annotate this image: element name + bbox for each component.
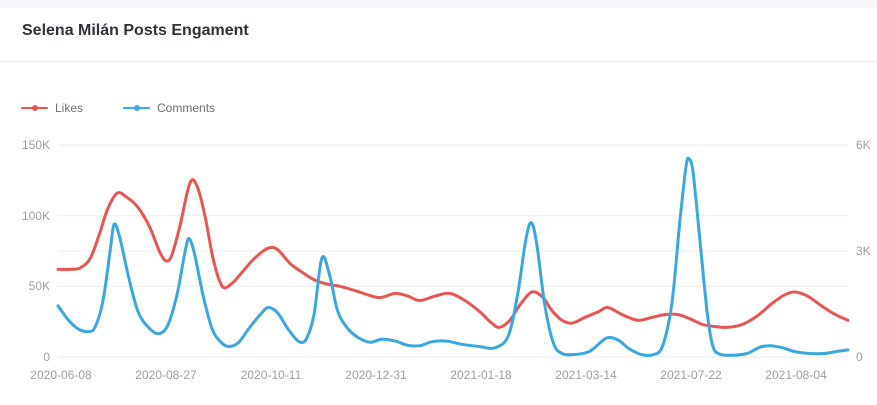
x-axis-label: 2020-06-08: [30, 368, 92, 382]
legend-item-comments[interactable]: Comments: [123, 101, 215, 115]
x-axis-label: 2021-01-18: [450, 368, 512, 382]
x-axis-label: 2020-08-27: [135, 368, 197, 382]
likes-line: [56, 178, 850, 329]
y-axis-label-left: 150K: [21, 138, 50, 152]
x-axis-label: 2021-03-14: [555, 368, 617, 382]
y-axis-label-right: 6K: [856, 138, 871, 152]
comments-line-marker-icon: [123, 105, 151, 111]
y-axis-label-left: 0: [43, 350, 50, 364]
top-strip: [0, 0, 877, 8]
y-axis-label-right: 0: [856, 350, 863, 364]
page-title: Selena Milán Posts Engament: [22, 22, 249, 39]
comments-dot-icon: [133, 105, 140, 111]
x-axis-label: 2020-12-31: [345, 368, 407, 382]
legend-label-comments: Comments: [157, 101, 216, 115]
likes-dot-icon: [31, 105, 38, 111]
x-axis-label: 2021-08-04: [765, 368, 827, 382]
card-header: Selena Milán Posts Engament: [0, 8, 877, 61]
legend-label-likes: Likes: [55, 101, 84, 115]
x-axis-label: 2021-07-22: [660, 368, 722, 382]
legend-item-likes[interactable]: Likes: [21, 101, 83, 115]
chart-legend: Likes Comments: [21, 101, 215, 115]
likes-line-marker-icon: [21, 105, 48, 111]
comments-line: [56, 156, 850, 358]
x-axis-label: 2020-10-11: [240, 368, 302, 382]
y-axis-label-right: 3K: [856, 244, 871, 258]
y-axis-label-left: 100K: [21, 208, 50, 223]
y-axis-label-left: 50K: [28, 279, 50, 294]
header-divider: [0, 61, 877, 62]
